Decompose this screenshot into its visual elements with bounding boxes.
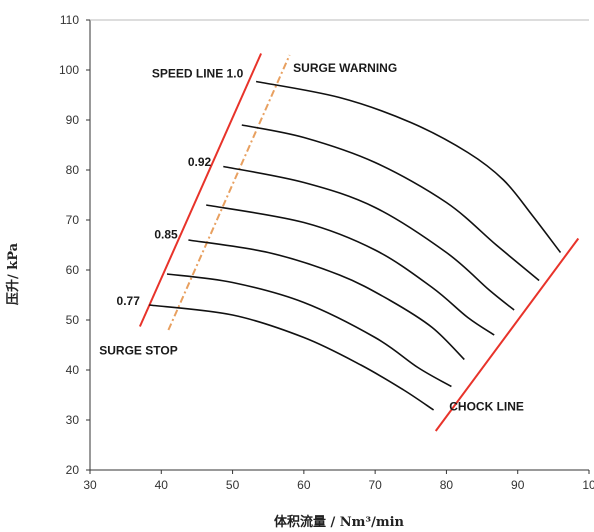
y-tick-label: 90 (66, 113, 80, 127)
y-tick-label: 50 (66, 313, 80, 327)
annotation-label-4: 0.85 (154, 228, 178, 242)
surge-warning-line (167, 54, 291, 331)
speed-line-curve-2 (241, 124, 540, 282)
x-tick-label: 60 (297, 478, 311, 492)
annotation-label-1: SPEED LINE 1.0 (152, 67, 244, 81)
x-axis-title: 体积流量 / Nm³/min (274, 514, 405, 530)
annotation-label-3: 0.92 (188, 155, 212, 169)
x-tick-label: 50 (226, 478, 240, 492)
speed-line-curve-6 (166, 273, 452, 388)
speed-line-curve-5 (188, 239, 465, 361)
y-tick-label: 20 (66, 463, 80, 477)
y-tick-label: 30 (66, 413, 80, 427)
surge-stop-line (138, 53, 262, 327)
x-tick-label: 30 (83, 478, 97, 492)
x-tick-label: 10 (582, 478, 594, 492)
speed-line-curve-4 (206, 204, 495, 336)
y-tick-label: 100 (59, 63, 79, 77)
y-tick-label: 40 (66, 363, 80, 377)
speed-line-curve-3 (223, 165, 515, 311)
y-tick-label: 80 (66, 163, 80, 177)
x-tick-label: 90 (511, 478, 525, 492)
x-tick-label: 70 (368, 478, 382, 492)
annotation-label-6: SURGE STOP (99, 344, 177, 358)
annotation-label-7: CHOCK LINE (449, 400, 524, 414)
y-axis-title: 压升/ kPa (5, 242, 21, 305)
y-tick-label: 110 (60, 13, 79, 27)
x-tick-label: 80 (440, 478, 454, 492)
speed-line-curve-1 (255, 80, 562, 253)
y-tick-label: 70 (66, 213, 80, 227)
chock-line (434, 237, 580, 432)
annotation-label-5: 0.77 (117, 294, 141, 308)
y-tick-label: 60 (66, 263, 80, 277)
x-tick-label: 40 (155, 478, 169, 492)
annotation-label-2: SURGE WARNING (293, 61, 397, 75)
speed-line-curve-7 (149, 304, 435, 411)
